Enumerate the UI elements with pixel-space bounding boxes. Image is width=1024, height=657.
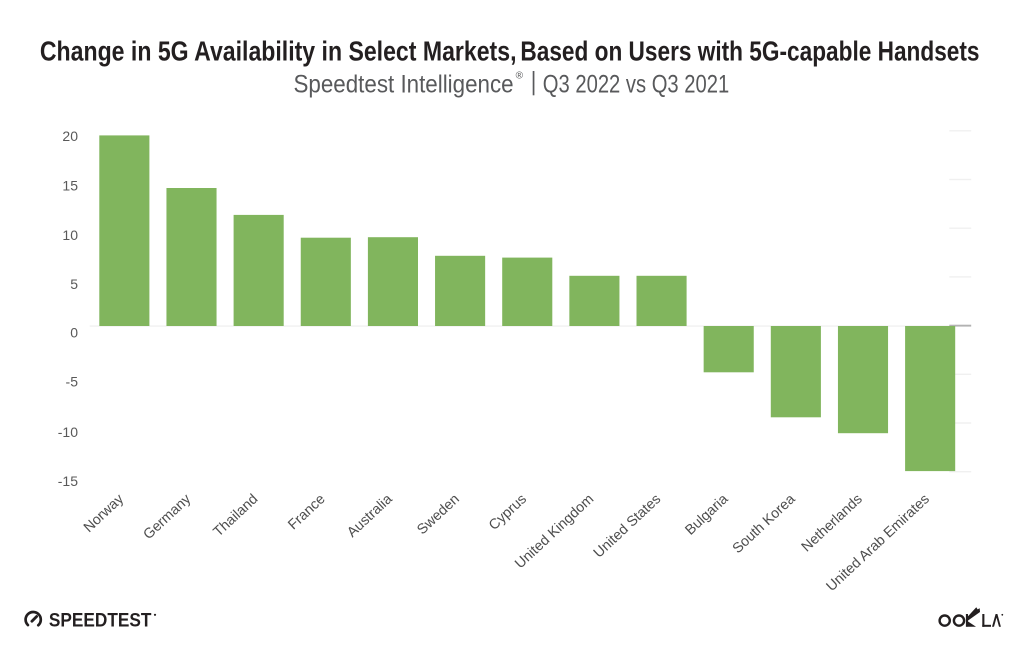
svg-text:®: ® [516, 70, 524, 81]
svg-text:-5: -5 [66, 374, 79, 390]
svg-text:0: 0 [70, 325, 78, 341]
svg-text:10: 10 [62, 227, 78, 243]
svg-text:-15: -15 [58, 473, 78, 489]
svg-text:Speedtest Intelligence: Speedtest Intelligence [294, 72, 514, 99]
svg-text:Based on Users with 5G-capable: Based on Users with 5G-capable Handsets [520, 34, 979, 66]
svg-text:Change in 5G Availability in S: Change in 5G Availability in Select Mark… [40, 34, 517, 66]
svg-text:20: 20 [62, 128, 78, 144]
svg-text:SPEEDTEST: SPEEDTEST [49, 609, 151, 631]
svg-text:Q3 2022 vs Q3 2021: Q3 2022 vs Q3 2021 [543, 72, 729, 99]
svg-text:-10: -10 [58, 424, 78, 440]
svg-text:5: 5 [70, 276, 78, 292]
svg-text:15: 15 [62, 177, 78, 193]
